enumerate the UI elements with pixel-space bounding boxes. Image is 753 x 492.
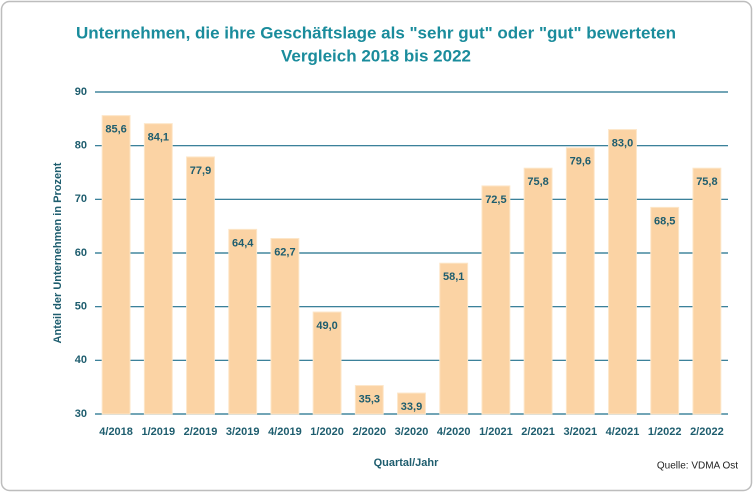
bar bbox=[523, 167, 553, 415]
x-tick-label: 1/2022 bbox=[648, 426, 682, 438]
value-label: 58,1 bbox=[443, 271, 464, 283]
bar bbox=[692, 167, 722, 415]
chart-title: Unternehmen, die ihre Geschäftslage als … bbox=[76, 23, 676, 42]
x-tick-label: 4/2020 bbox=[437, 426, 471, 438]
x-tick-label: 2/2019 bbox=[184, 426, 218, 438]
y-tick-label: 90 bbox=[75, 86, 87, 98]
bar bbox=[397, 392, 426, 415]
x-tick-label: 3/2020 bbox=[395, 426, 429, 438]
value-label: 68,5 bbox=[654, 215, 675, 227]
value-label: 64,4 bbox=[232, 237, 254, 249]
y-tick-label: 80 bbox=[75, 140, 87, 152]
y-axis-label: Anteil der Unternehmen in Prozent bbox=[52, 162, 64, 343]
x-tick-label: 4/2021 bbox=[606, 426, 640, 438]
y-tick-label: 60 bbox=[75, 247, 87, 259]
x-axis-label: Quartal/Jahr bbox=[374, 457, 440, 469]
bar bbox=[270, 238, 300, 415]
bar bbox=[650, 206, 680, 415]
x-tick-label: 4/2018 bbox=[99, 426, 133, 438]
value-label: 35,3 bbox=[359, 393, 380, 405]
y-tick-label: 70 bbox=[75, 193, 87, 205]
bar bbox=[565, 147, 595, 415]
bar bbox=[186, 156, 215, 415]
x-tick-label: 3/2021 bbox=[563, 426, 597, 438]
value-label: 79,6 bbox=[570, 156, 591, 168]
bar bbox=[608, 129, 637, 415]
x-tick-label: 2/2021 bbox=[521, 426, 555, 438]
value-label: 77,9 bbox=[190, 165, 211, 177]
x-tick-label: 3/2019 bbox=[226, 426, 260, 438]
source-note: Quelle: VDMA Ost bbox=[657, 461, 738, 472]
bar bbox=[228, 228, 258, 415]
x-tick-label: 2/2022 bbox=[690, 426, 724, 438]
value-label: 75,8 bbox=[527, 176, 548, 188]
y-tick-label: 40 bbox=[75, 354, 87, 366]
value-label: 83,0 bbox=[612, 137, 633, 149]
bar bbox=[481, 185, 511, 415]
bar bbox=[143, 123, 173, 415]
x-tick-label: 4/2019 bbox=[268, 426, 302, 438]
bar bbox=[439, 262, 469, 415]
x-tick-label: 1/2019 bbox=[141, 426, 175, 438]
value-label: 62,7 bbox=[274, 246, 295, 258]
bar bbox=[312, 311, 342, 415]
x-tick-label: 1/2021 bbox=[479, 426, 513, 438]
bar bbox=[354, 385, 384, 415]
value-label: 33,9 bbox=[401, 401, 422, 413]
value-label: 85,6 bbox=[105, 124, 126, 136]
y-tick-label: 30 bbox=[75, 408, 87, 420]
value-label: 49,0 bbox=[316, 320, 337, 332]
x-tick-label: 1/2020 bbox=[310, 426, 344, 438]
value-label: 75,8 bbox=[696, 176, 717, 188]
value-label: 84,1 bbox=[148, 132, 169, 144]
y-tick-label: 50 bbox=[75, 301, 87, 313]
value-label: 72,5 bbox=[485, 194, 506, 206]
x-tick-label: 2/2020 bbox=[352, 426, 386, 438]
chart-subtitle: Vergleich 2018 bis 2022 bbox=[281, 46, 471, 65]
bar bbox=[101, 115, 131, 415]
